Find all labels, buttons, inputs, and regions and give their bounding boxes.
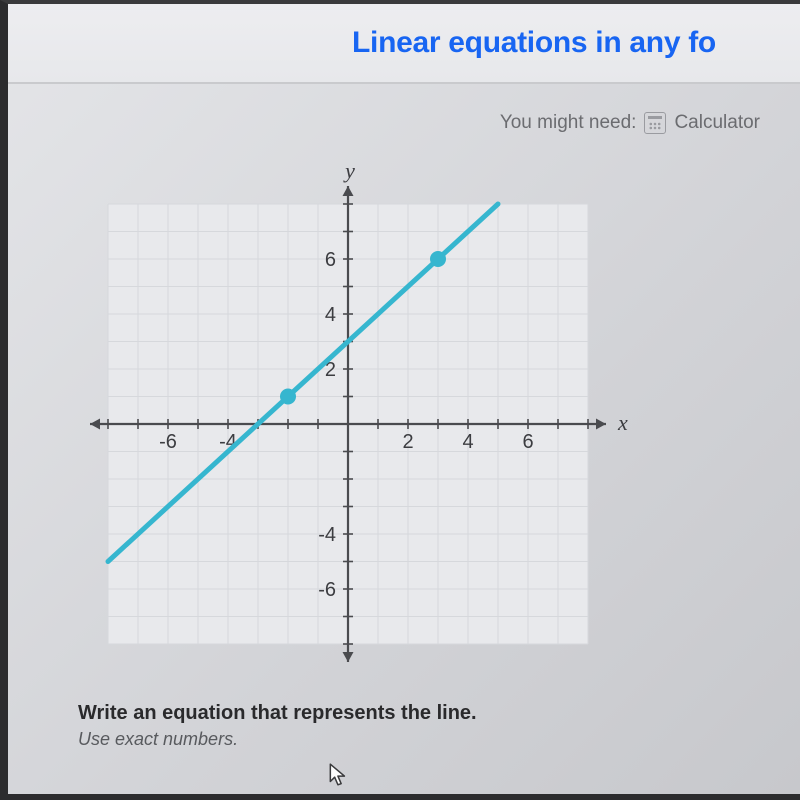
svg-text:-4: -4 (318, 524, 336, 546)
pointer-icon (328, 762, 350, 788)
svg-text:-6: -6 (159, 431, 177, 453)
graph-svg: -6-4246642-4-6yx (68, 164, 628, 684)
svg-text:4: 4 (462, 431, 473, 453)
page-title: Linear equations in any fo (352, 26, 716, 60)
hint-row: You might need: Calculator (8, 84, 800, 144)
prompt-main: Write an equation that represents the li… (78, 702, 800, 725)
hint-prefix: You might need: (500, 112, 637, 134)
svg-text:2: 2 (402, 431, 413, 453)
question-prompt: Write an equation that represents the li… (78, 702, 800, 750)
svg-text:6: 6 (325, 249, 336, 271)
coordinate-graph: -6-4246642-4-6yx (68, 164, 628, 684)
calculator-icon[interactable] (644, 112, 666, 134)
page-header: Linear equations in any fo (8, 4, 800, 84)
svg-text:y: y (343, 164, 355, 183)
hint-tool-label: Calculator (674, 112, 760, 134)
prompt-sub: Use exact numbers. (78, 729, 800, 750)
svg-text:x: x (617, 410, 628, 435)
svg-text:-6: -6 (318, 579, 336, 601)
svg-text:4: 4 (325, 304, 336, 326)
screen-frame: Linear equations in any fo You might nee… (0, 0, 800, 800)
svg-text:6: 6 (522, 431, 533, 453)
